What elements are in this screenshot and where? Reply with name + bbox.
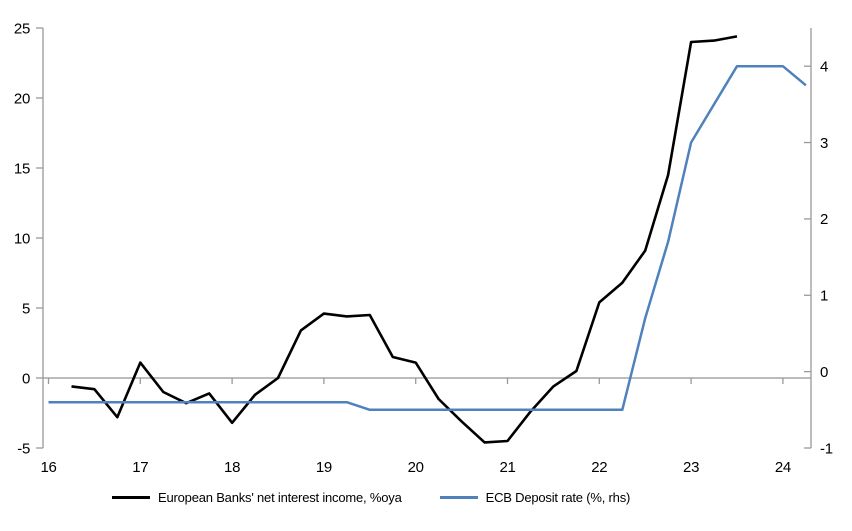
right-axis-tick-label: 1 (820, 288, 828, 305)
x-axis-tick-label: 22 (591, 459, 607, 476)
x-axis-tick-label: 17 (132, 459, 148, 476)
left-axis-tick-label: 0 (22, 370, 30, 387)
left-axis-tick-label: 15 (14, 160, 30, 177)
x-axis-tick-label: 20 (408, 459, 424, 476)
legend-item-ecb: ECB Deposit rate (%, rhs) (439, 490, 631, 505)
legend-item-nii: European Banks' net interest income, %oy… (112, 490, 402, 505)
legend: European Banks' net interest income, %oy… (112, 490, 630, 505)
x-axis-tick-label: 24 (775, 459, 791, 476)
legend-label-ecb: ECB Deposit rate (%, rhs) (485, 490, 631, 505)
legend-label-nii: European Banks' net interest income, %oy… (158, 490, 402, 505)
left-axis-tick-label: -5 (17, 440, 30, 457)
left-axis-tick-label: 20 (14, 90, 30, 107)
right-axis-tick-label: 4 (820, 58, 828, 75)
left-axis-tick-label: 10 (14, 230, 30, 247)
right-axis-tick-label: 3 (820, 135, 828, 152)
x-axis-tick-label: 18 (224, 459, 240, 476)
left-axis-tick-label: 25 (14, 20, 30, 37)
nii-line-swatch (112, 496, 150, 499)
ecb-line-swatch (439, 496, 478, 499)
right-axis-tick-label: 0 (820, 364, 828, 381)
left-axis-tick-label: 5 (22, 300, 30, 317)
right-axis-tick-label: -1 (820, 440, 833, 457)
x-axis-tick-label: 19 (316, 459, 332, 476)
x-axis-tick-label: 16 (40, 459, 56, 476)
right-axis-tick-label: 2 (820, 211, 828, 228)
series-line-1 (48, 64, 807, 412)
x-axis-tick-label: 23 (683, 459, 699, 476)
series-line-0 (71, 35, 738, 444)
x-axis-tick-label: 21 (499, 459, 515, 476)
